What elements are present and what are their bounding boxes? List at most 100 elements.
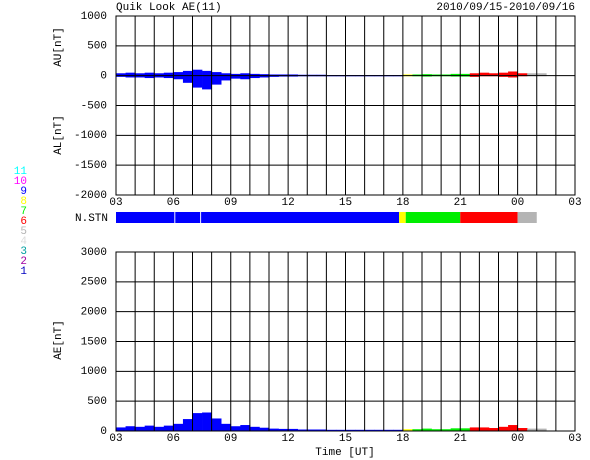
data-bar [230,75,241,79]
data-bar [249,426,260,431]
data-bar [316,429,327,431]
nstn-label: N.STN [75,213,108,225]
plot-frame [115,15,576,196]
data-bar [517,73,528,76]
y-tick-label: 2000 [81,307,107,319]
y-axis-label: AU[nT] [53,27,65,67]
data-bar [479,427,490,431]
legend-entry: 5 [20,226,27,238]
y-tick-label: 500 [87,41,107,53]
data-bar [527,428,538,431]
x-tick-label: 03 [109,197,122,209]
data-bar [536,73,547,76]
x-tick-label: 21 [454,433,468,445]
nstn-segment [399,212,406,223]
x-tick-label: 00 [511,433,524,445]
data-bar [412,74,423,76]
y-tick-label: 1000 [81,11,107,23]
data-bar [154,73,165,76]
data-bar [163,75,174,79]
x-tick-label: 15 [339,197,352,209]
data-bar [182,419,193,431]
data-bar [450,73,461,76]
data-bar [450,428,461,431]
data-bar [221,73,232,76]
y-tick-label: 0 [100,71,107,83]
x-tick-label: 09 [224,197,237,209]
data-bar [326,429,337,431]
title: Quik Look AE(11) [116,2,222,14]
data-bar [498,426,509,431]
data-bar [269,75,279,77]
data-bar [202,412,212,431]
y-tick-label: 3000 [81,247,107,259]
x-tick-label: 03 [109,433,122,445]
data-bar [307,429,318,431]
data-bar [202,70,212,76]
x-tick-label: 12 [282,433,295,445]
legend-entry: 7 [20,206,27,218]
data-bar [230,73,241,76]
data-bar [412,429,423,431]
data-bar [335,429,346,431]
data-bar [488,73,499,76]
date-range: 2010/09/15-2010/09/16 [436,2,575,14]
data-bar [431,74,442,76]
data-bar [297,429,308,431]
data-bar [230,426,241,431]
x-tick-label: 03 [568,197,581,209]
data-bar [508,71,518,76]
data-bar [135,75,145,78]
data-bar [240,73,251,76]
data-bar [125,426,136,431]
legend-entry: 2 [20,256,27,268]
data-bar [498,75,509,77]
data-bar [163,72,174,76]
nstn-segment [116,212,175,223]
x-tick-label: 21 [454,197,468,209]
data-bar [173,72,184,76]
x-axis-label: Time [UT] [315,447,374,459]
x-tick-label: 15 [339,433,352,445]
data-bar [211,75,222,85]
data-bar [278,428,289,431]
legend-entry: 1 [20,266,27,278]
legend-entry: 4 [20,236,27,248]
y-tick-label: 2500 [81,277,107,289]
data-bar [402,429,413,431]
y-tick-label: 500 [87,396,107,408]
data-bar [527,73,538,76]
data-bar [249,73,260,76]
data-bar [288,74,298,76]
data-bar [221,75,232,81]
data-bar [211,72,222,76]
data-bar [469,75,480,77]
legend-entry: 3 [20,246,27,258]
x-tick-label: 06 [167,433,180,445]
legend-entry: 6 [20,216,27,228]
data-bar [240,425,251,431]
nstn-segment [405,212,461,223]
data-bar [154,426,165,431]
data-bar [402,74,413,76]
data-bar [374,429,385,431]
data-bar [116,73,126,76]
y-tick-label: -1000 [74,130,107,142]
data-bar [431,429,442,431]
data-bar [488,428,499,431]
data-bar [355,429,365,431]
data-bar [259,74,270,76]
data-bar [269,428,279,431]
y-tick-label: 1500 [81,336,107,348]
data-bar [422,74,432,76]
nstn-segment [201,212,400,223]
nstn-segment [175,212,201,223]
data-bar [479,72,490,76]
data-bar [393,429,404,431]
y-axis-label: AE[nT] [53,320,65,360]
data-bar [508,75,518,78]
data-bar [422,428,432,431]
data-bar [498,72,509,76]
y-axis-label: AL[nT] [53,115,65,155]
